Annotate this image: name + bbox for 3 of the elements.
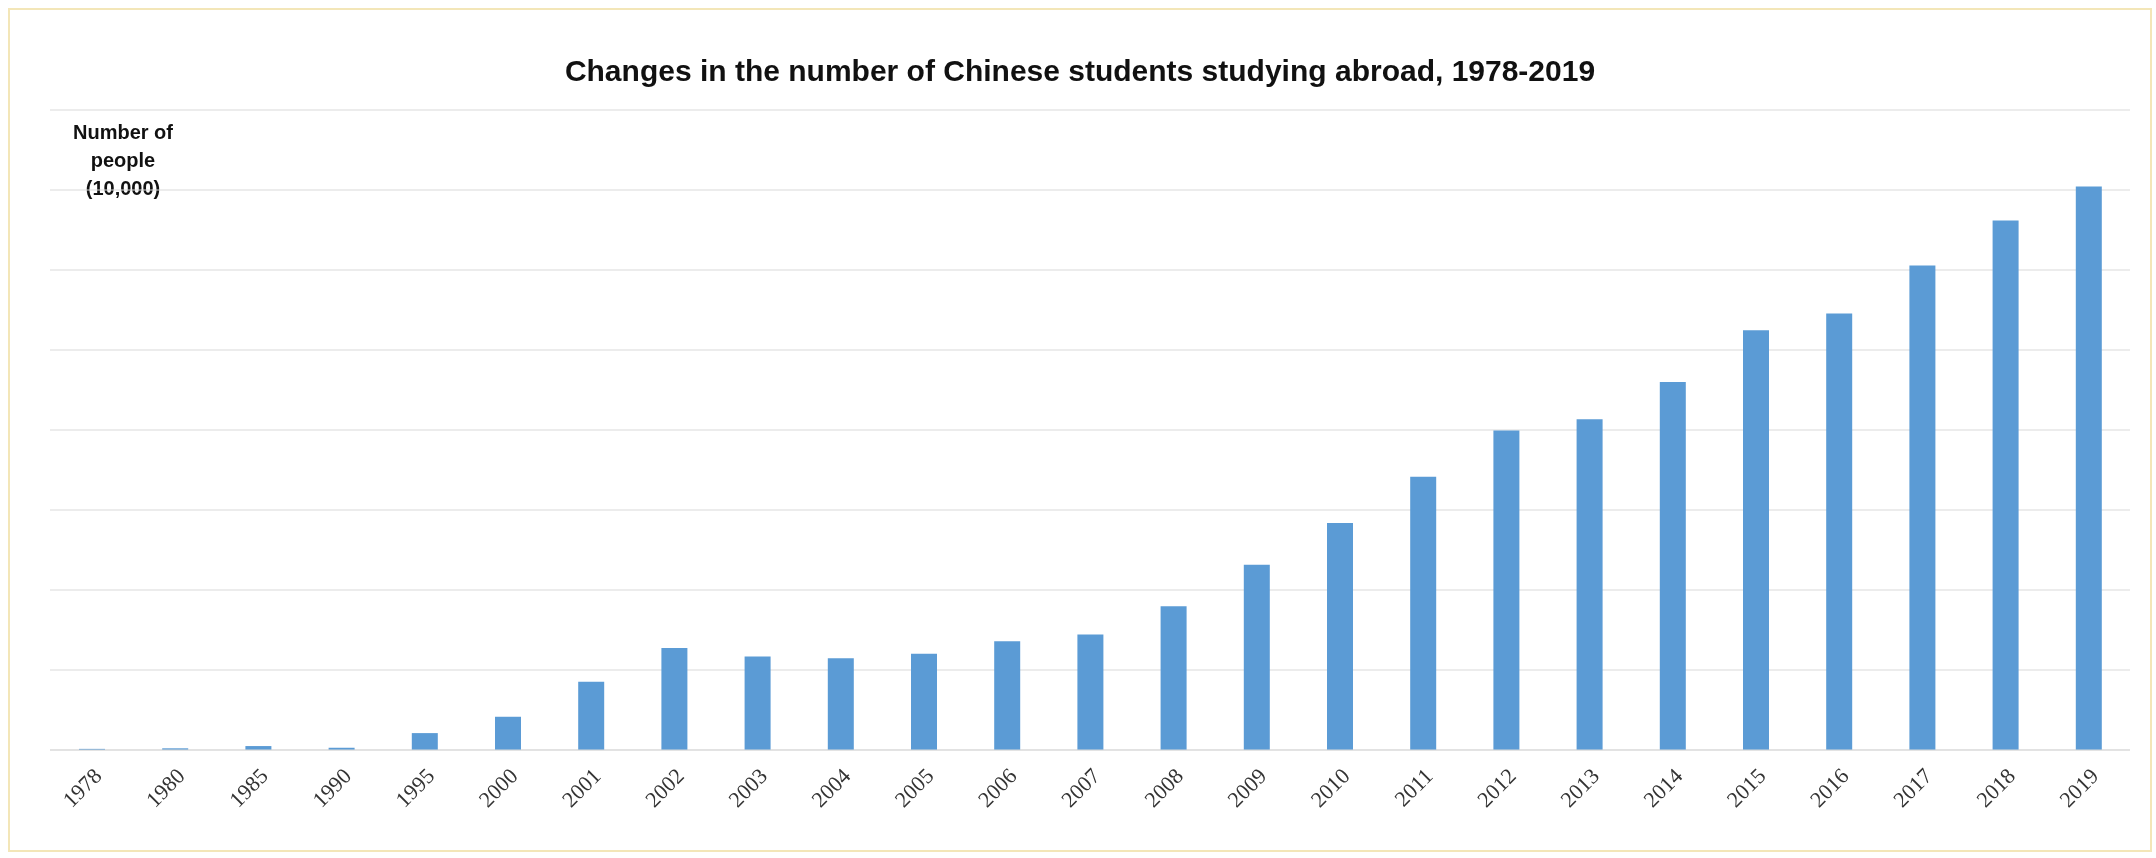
- y-axis-title: Number of people (10,000): [72, 120, 174, 201]
- x-tick-label: 2011: [1389, 763, 1438, 812]
- chart-title: Changes in the number of Chinese students studying abroad, 1978-2019: [563, 54, 1597, 88]
